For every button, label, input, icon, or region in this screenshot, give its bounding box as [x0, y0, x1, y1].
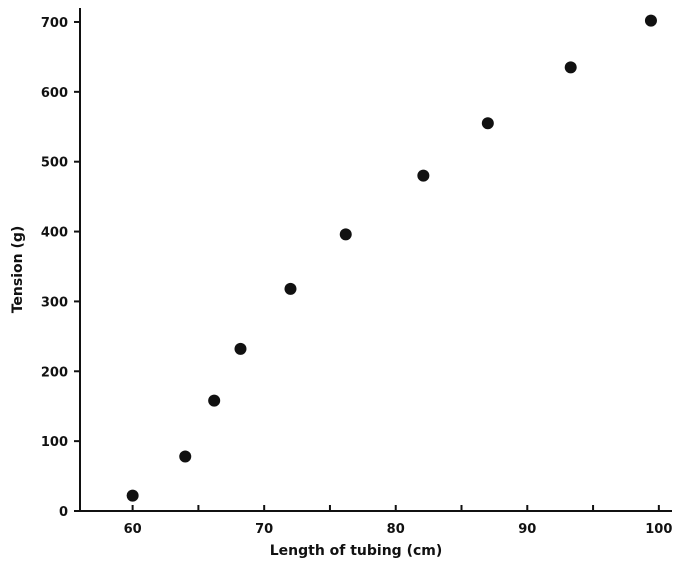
data-point-9: [644, 14, 657, 27]
x-tick-label-80: 80: [387, 522, 405, 537]
x-tick-label-70: 70: [255, 522, 273, 537]
y-axis-ticks: 0 100 200 300 400 500 600 700: [41, 16, 80, 520]
y-tick-label-300: 300: [41, 295, 68, 310]
x-tick-label-100: 100: [645, 522, 672, 537]
x-axis-ticks: 60 70 80 90 100: [124, 505, 672, 537]
y-tick-label-500: 500: [41, 156, 68, 171]
data-point-5: [339, 228, 352, 241]
data-point-7: [481, 117, 494, 130]
data-point-1: [179, 450, 192, 463]
x-tick-label-60: 60: [124, 522, 142, 537]
data-point-8: [564, 61, 577, 74]
data-point-3: [234, 342, 247, 355]
data-point-2: [208, 394, 221, 407]
x-tick-label-90: 90: [518, 522, 536, 537]
data-point-0: [126, 489, 139, 502]
y-tick-label-100: 100: [41, 435, 68, 450]
data-point-6: [417, 169, 430, 182]
y-tick-label-0: 0: [59, 505, 68, 520]
data-point-4: [284, 282, 297, 295]
y-axis-title: Tension (g): [10, 226, 26, 314]
y-tick-label-200: 200: [41, 365, 68, 380]
y-tick-label-600: 600: [41, 86, 68, 101]
x-axis-title: Length of tubing (cm): [270, 543, 443, 559]
y-tick-label-400: 400: [41, 226, 68, 241]
y-tick-label-700: 700: [41, 16, 68, 31]
data-points: [126, 14, 657, 502]
axes: [79, 8, 672, 512]
